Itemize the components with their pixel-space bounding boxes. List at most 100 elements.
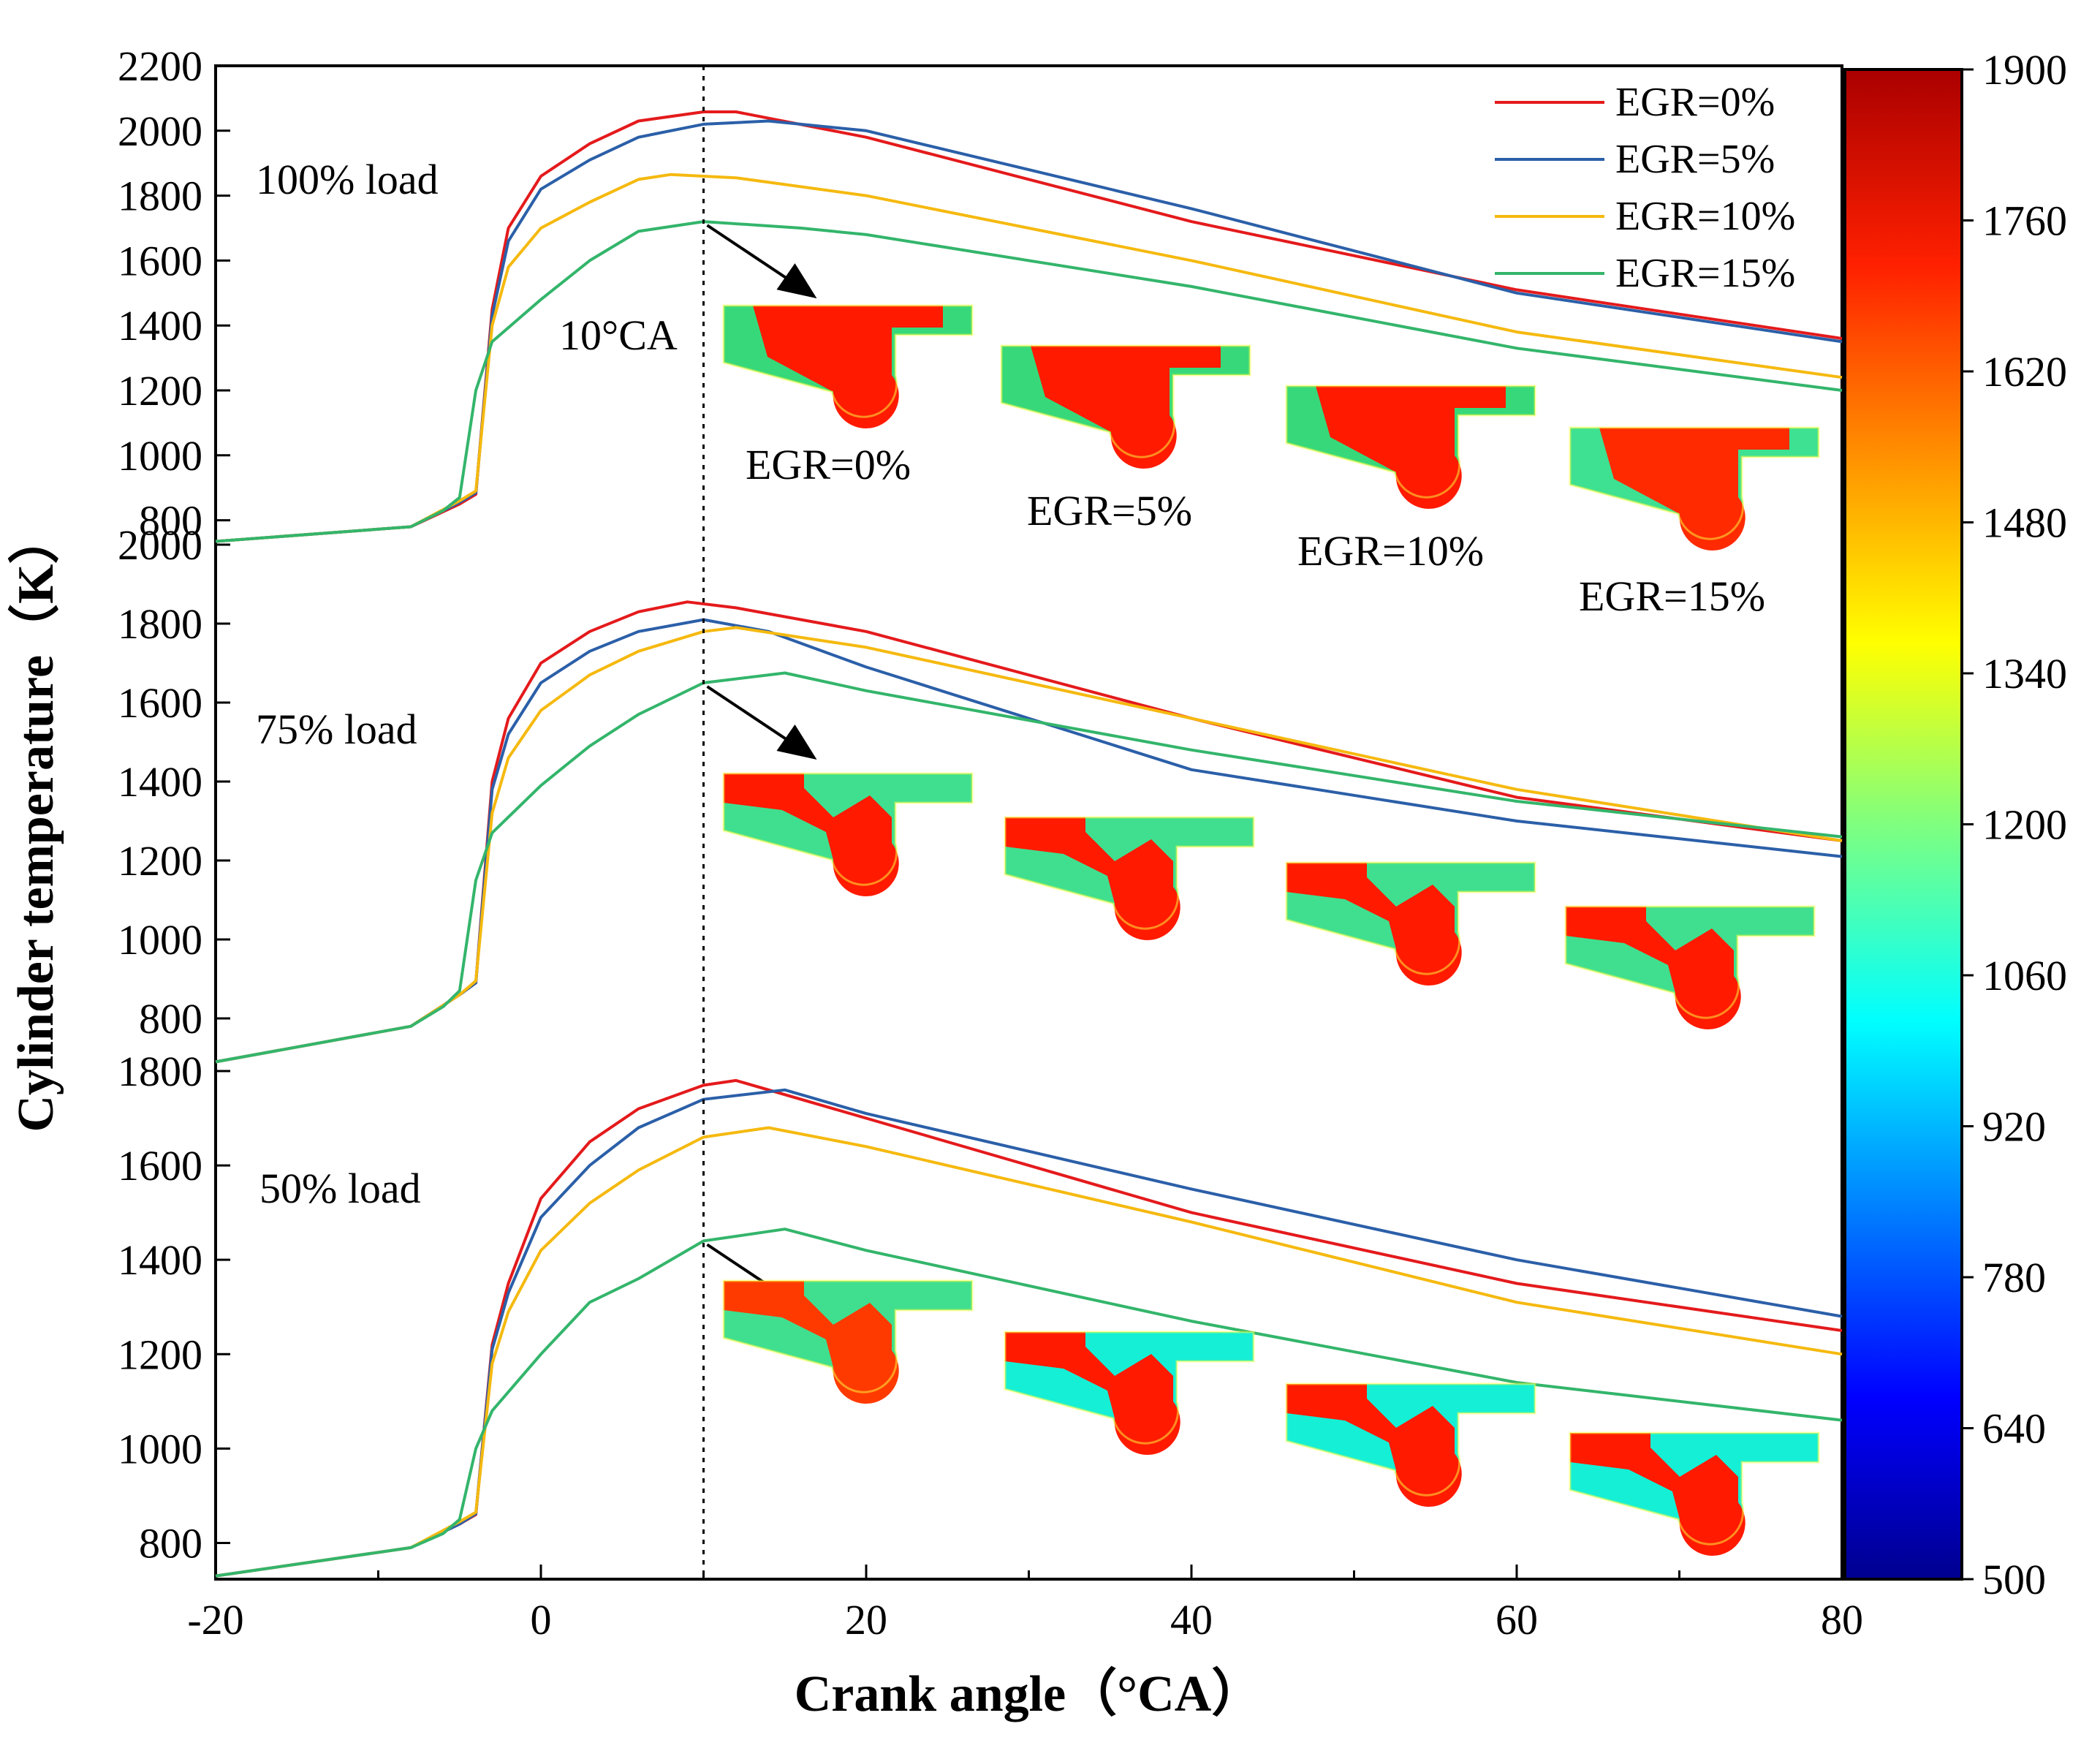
series-line-50-egr15 [215,1228,1843,1578]
contour-edge [722,1279,974,1393]
x-axis-title: Crank angle（°CA） [795,1665,1263,1722]
contour-label-egr10: EGR=10% [1297,527,1484,575]
contour-image [1564,905,1816,1029]
contour-edge [1564,905,1816,1019]
contour-hot-region [1599,428,1789,551]
y-tick-label: 1000 [118,1425,202,1472]
y-tick-label: 1400 [118,758,202,806]
series-line-100-egr15 [215,220,1843,543]
colorbar-tick-label: 780 [1982,1254,2046,1301]
pointer-arrow-head [776,725,817,760]
pointer-arrow-head [776,263,817,299]
colorbar [1843,68,1963,1581]
series-line-75-egr15 [215,671,1843,1064]
contour-edge [1000,344,1251,458]
contour-image [722,772,974,896]
y-tick-label: 1200 [118,367,202,415]
y-tick-label: 1000 [118,916,202,964]
legend-label-egr0: EGR=0% [1615,80,1775,125]
colorbar-tick-label: 1900 [1982,46,2067,94]
y-tick-label: 1600 [118,237,202,284]
y-tick-label: 1800 [118,173,202,220]
series-line-50-egr0 [215,1078,1843,1578]
contour-hot-region [1005,1332,1180,1455]
series-line-75-egr10 [215,626,1843,1064]
contour-image [1000,344,1251,469]
pointer-arrow-line [706,224,796,285]
contour-hot-region [724,773,899,896]
contour-hot-region [1031,346,1221,469]
legend-label-egr5: EGR=5% [1615,137,1775,182]
contour-label-egr15: EGR=15% [1579,572,1765,620]
y-tick-label: 1800 [118,600,202,648]
colorbar-tick-label: 1340 [1982,650,2067,697]
y-tick-label: 1600 [118,679,202,727]
x-tick-label: 20 [845,1596,887,1643]
contour-label-egr5: EGR=5% [1027,487,1192,534]
x-tick-label: 80 [1821,1596,1863,1643]
y-axis-title: Cylinder temperature（K） [7,512,64,1132]
contour-image [722,304,974,428]
contour-hot-region [724,1281,899,1404]
y-tick-label: 1000 [118,432,202,480]
colorbar-tick-label: 1620 [1982,348,2067,396]
panel-label-50: 50% load [259,1165,421,1212]
contour-image [722,1279,974,1404]
contour-image [1285,385,1536,509]
colorbar-tick-label: 1480 [1982,499,2067,547]
y-tick-label: 1400 [118,302,202,349]
colorbar-tick-label: 500 [1982,1556,2046,1603]
reference-line-label: 10°CA [559,311,678,359]
contour-image [1004,1331,1255,1455]
series-line-100-egr10 [215,173,1843,543]
x-tick-label: 0 [531,1596,552,1643]
y-tick-label: 2000 [118,107,202,155]
y-tick-label: 800 [139,497,202,545]
y-tick-label: 1600 [118,1142,202,1189]
y-tick-label: 2200 [118,42,202,90]
contour-edge [1004,816,1255,930]
legend-label-egr15: EGR=15% [1615,251,1795,296]
colorbar-tick-label: 1760 [1982,197,2067,245]
contour-image [1285,1382,1536,1507]
contour-edge [1285,861,1536,975]
contour-hot-region [1316,386,1506,509]
y-tick-label: 800 [139,995,202,1043]
series-line-50-egr5 [215,1088,1843,1578]
contour-hot-region [1005,817,1180,940]
colorbar-tick-label: 1060 [1982,952,2067,999]
contour-edge [722,304,974,418]
contour-edge [722,772,974,886]
panel-label-100: 100% load [256,156,439,203]
contour-edge [1285,385,1536,499]
series-line-50-egr10 [215,1126,1843,1578]
pointer-arrow-line [706,685,796,746]
panel-label-75: 75% load [256,706,417,753]
contour-label-egr0: EGR=0% [746,441,911,488]
y-tick-label: 1400 [118,1236,202,1284]
x-tick-label: -20 [187,1596,243,1643]
x-tick-label: 60 [1496,1596,1538,1643]
contour-hot-region [1566,907,1741,1029]
contour-image [1569,426,1820,551]
contour-image [1569,1431,1820,1556]
contour-hot-region [1570,1433,1745,1556]
legend: EGR=0% EGR=5% EGR=10% EGR=15% [1495,80,1795,296]
contour-hot-region [753,306,943,428]
colorbar-tick-label: 640 [1982,1405,2046,1453]
x-tick-label: 40 [1170,1596,1213,1643]
contour-edge [1569,1431,1820,1546]
contour-image [1285,861,1536,986]
contour-hot-region [1286,1384,1462,1507]
y-tick-label: 1800 [118,1048,202,1095]
colorbar-tick-label: 920 [1982,1103,2046,1151]
contour-hot-region [1286,863,1462,986]
contour-edge [1569,426,1820,540]
y-tick-label: 1200 [118,837,202,885]
colorbar-tick-label: 1200 [1982,801,2067,849]
contour-edge [1004,1331,1255,1445]
contour-edge [1285,1382,1536,1497]
y-tick-label: 1200 [118,1331,202,1378]
contour-image [1004,816,1255,940]
